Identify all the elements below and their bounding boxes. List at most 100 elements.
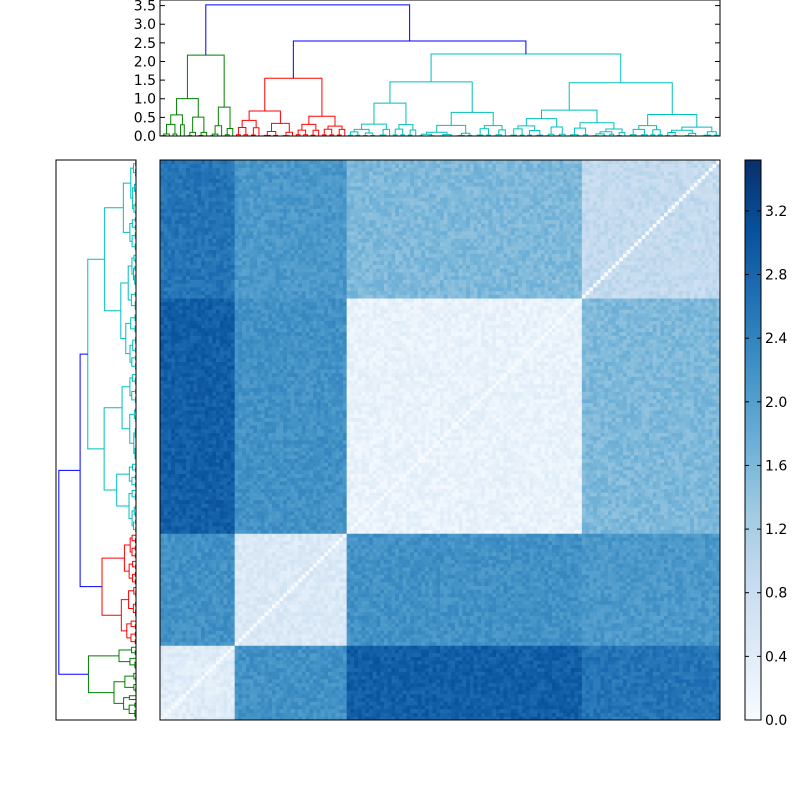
dendrogram-link bbox=[200, 131, 208, 136]
heatmap-cell bbox=[245, 705, 250, 710]
heatmap-cell bbox=[384, 671, 389, 676]
heatmap-cell bbox=[626, 682, 631, 687]
heatmap-cell bbox=[384, 697, 389, 702]
heatmap-cell bbox=[227, 686, 232, 691]
heatmap-cell bbox=[413, 641, 418, 646]
heatmap-cell bbox=[690, 641, 695, 646]
heatmap-cell bbox=[604, 675, 609, 680]
heatmap-cell bbox=[660, 652, 665, 657]
heatmap-cell bbox=[619, 634, 624, 639]
heatmap-cell bbox=[413, 675, 418, 680]
heatmap-cell bbox=[178, 705, 183, 710]
heatmap-cell bbox=[682, 645, 687, 650]
heatmap-cell bbox=[574, 630, 579, 635]
heatmap-cell bbox=[447, 608, 452, 613]
heatmap-cell bbox=[335, 615, 340, 620]
heatmap-cell bbox=[705, 671, 710, 676]
heatmap-cell bbox=[608, 660, 613, 665]
dendrogram-link bbox=[243, 134, 249, 136]
heatmap-cell bbox=[387, 697, 392, 702]
heatmap-cell bbox=[697, 701, 702, 706]
heatmap-cell bbox=[552, 645, 557, 650]
heatmap-cell bbox=[339, 656, 344, 661]
heatmap-cell bbox=[671, 664, 676, 669]
heatmap-cell bbox=[320, 652, 325, 657]
heatmap-cell bbox=[622, 701, 628, 706]
heatmap-cell bbox=[697, 619, 702, 624]
heatmap-cell bbox=[402, 701, 407, 706]
heatmap-cell bbox=[350, 660, 355, 665]
heatmap-cell bbox=[201, 637, 206, 642]
heatmap-cell bbox=[593, 690, 598, 695]
heatmap-cell bbox=[316, 645, 321, 650]
heatmap-cell bbox=[608, 693, 613, 698]
heatmap-cell bbox=[242, 608, 247, 613]
heatmap-cell bbox=[398, 705, 404, 710]
heatmap-cell bbox=[593, 619, 598, 624]
heatmap-cell bbox=[451, 667, 456, 672]
heatmap-cell bbox=[174, 686, 180, 691]
heatmap-cell bbox=[223, 664, 228, 669]
heatmap-cell bbox=[208, 611, 213, 616]
heatmap-cell bbox=[428, 649, 433, 654]
heatmap-cell bbox=[596, 630, 601, 635]
heatmap-cell bbox=[398, 701, 404, 706]
heatmap-cell bbox=[488, 630, 493, 635]
heatmap-cell bbox=[548, 708, 553, 713]
heatmap-cell bbox=[286, 671, 292, 676]
heatmap-cell bbox=[204, 630, 209, 635]
heatmap-cell bbox=[186, 693, 191, 698]
heatmap-cell bbox=[488, 622, 493, 628]
heatmap-cell bbox=[249, 678, 254, 684]
heatmap-cell bbox=[440, 708, 445, 713]
heatmap-cell bbox=[533, 611, 538, 616]
heatmap-cell bbox=[645, 611, 650, 616]
heatmap-cell bbox=[193, 615, 198, 620]
heatmap-cell bbox=[529, 622, 534, 628]
heatmap-cell bbox=[630, 611, 635, 616]
heatmap-cell bbox=[611, 690, 616, 695]
heatmap-cell bbox=[555, 615, 560, 620]
heatmap-cell bbox=[410, 637, 415, 642]
heatmap-cell bbox=[197, 701, 202, 706]
heatmap-cell bbox=[339, 701, 344, 706]
heatmap-cell bbox=[496, 611, 501, 616]
heatmap-cell bbox=[701, 656, 706, 661]
heatmap-cell bbox=[626, 664, 631, 669]
heatmap-cell bbox=[264, 667, 269, 672]
heatmap-cell bbox=[376, 675, 381, 680]
heatmap-cell bbox=[432, 656, 437, 661]
heatmap-cell bbox=[160, 712, 165, 717]
heatmap-cell bbox=[212, 615, 217, 620]
heatmap-cell bbox=[160, 645, 165, 650]
dendrogram-link bbox=[132, 339, 136, 351]
heatmap-cell bbox=[499, 701, 504, 706]
heatmap-cell bbox=[428, 705, 433, 710]
heatmap-cell bbox=[387, 652, 392, 657]
heatmap-cell bbox=[596, 708, 601, 713]
heatmap-cell bbox=[279, 675, 284, 680]
heatmap-cell bbox=[178, 697, 183, 702]
heatmap-cell bbox=[398, 608, 404, 613]
heatmap-cell bbox=[380, 716, 385, 721]
heatmap-cell bbox=[272, 675, 277, 680]
heatmap-cell bbox=[391, 712, 396, 717]
heatmap-cell bbox=[372, 697, 377, 702]
heatmap-cell bbox=[216, 701, 221, 706]
heatmap-cell bbox=[395, 712, 400, 717]
heatmap-cell bbox=[615, 637, 620, 642]
heatmap-cell bbox=[469, 690, 474, 695]
heatmap-cell bbox=[402, 645, 407, 650]
heatmap-cell bbox=[436, 619, 441, 624]
heatmap-cell bbox=[548, 652, 553, 657]
heatmap-cell bbox=[454, 712, 460, 717]
heatmap-cell bbox=[413, 712, 418, 717]
heatmap-cell bbox=[290, 611, 295, 616]
heatmap-cell bbox=[440, 678, 445, 684]
heatmap-cell bbox=[167, 656, 172, 661]
dendrogram-link bbox=[131, 547, 136, 557]
heatmap-cell bbox=[197, 626, 202, 631]
heatmap-cell bbox=[540, 716, 545, 721]
dendrogram-link bbox=[133, 586, 136, 595]
heatmap-cell bbox=[656, 675, 661, 680]
